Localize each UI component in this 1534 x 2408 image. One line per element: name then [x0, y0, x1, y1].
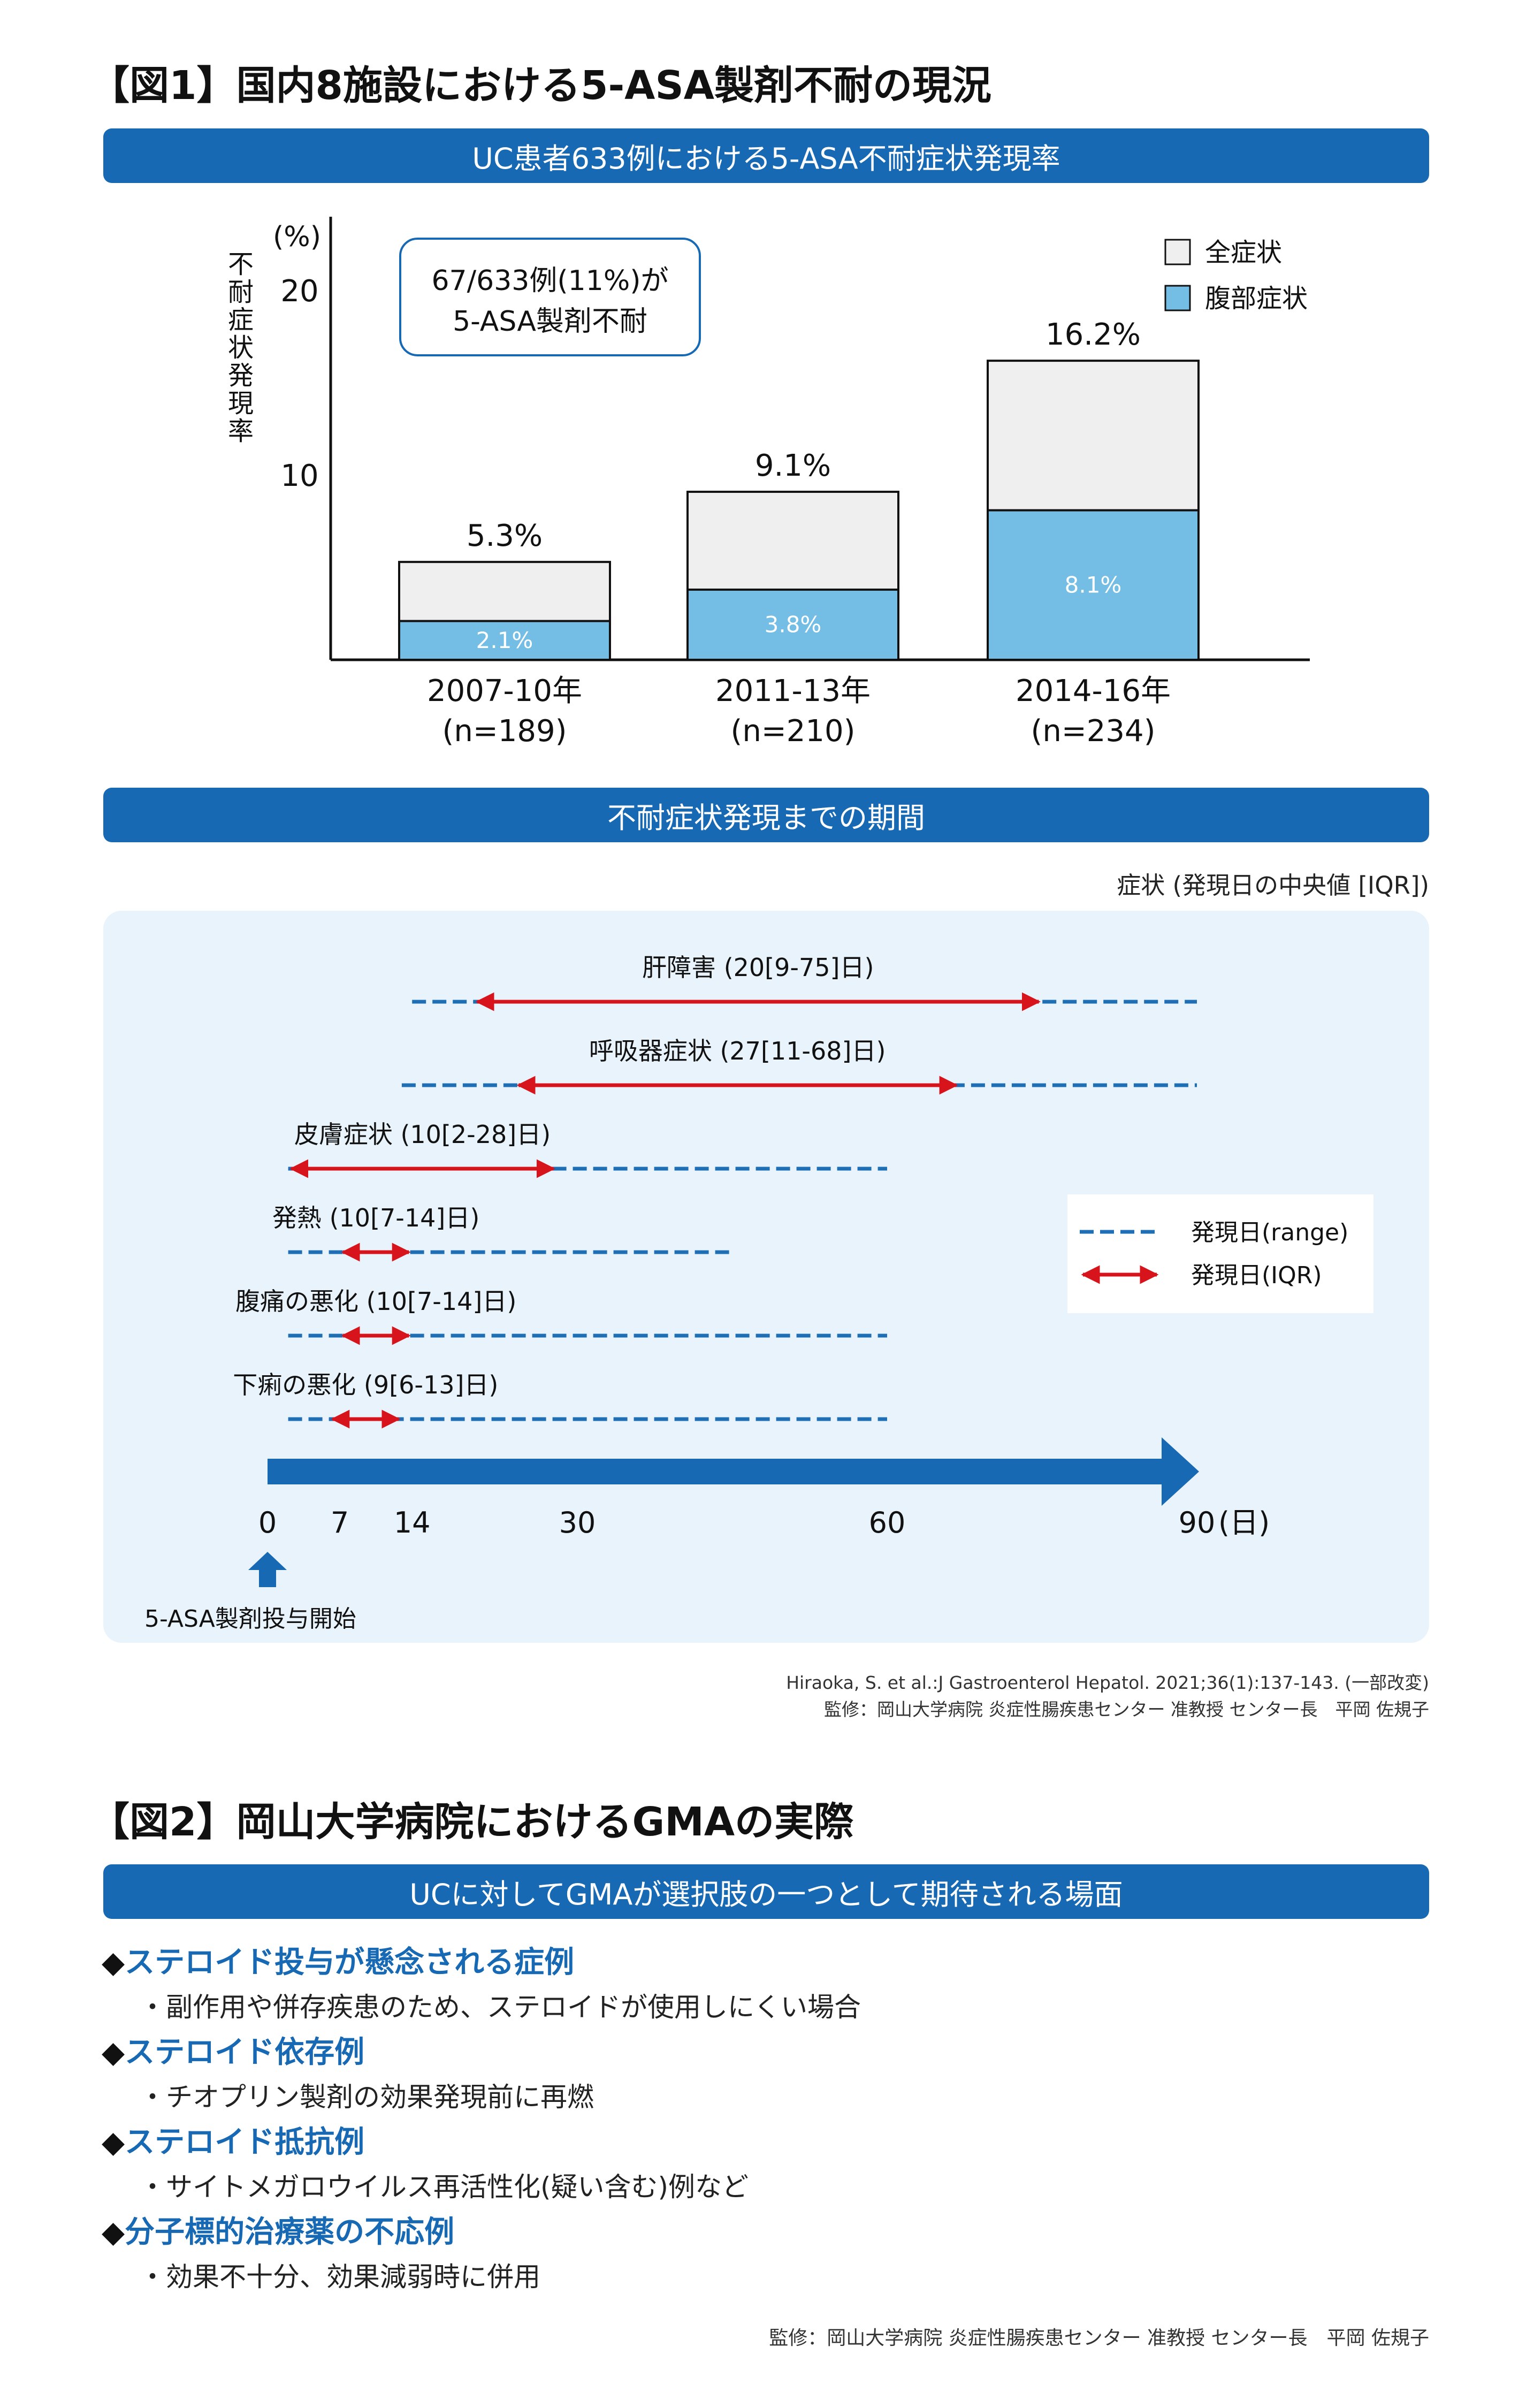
x-tick-label: 0: [258, 1506, 277, 1540]
gma-category-item: ◆分子標的治療薬の不応例 ・効果不十分、効果減弱時に併用: [102, 2208, 861, 2298]
time-axis-arrowhead: [1162, 1437, 1199, 1506]
diamond-icon: ◆: [102, 2035, 125, 2070]
legend-swatch-total: [1164, 239, 1191, 265]
legend-label-abdominal: 腹部症状: [1205, 284, 1308, 314]
x-tick-label: 7: [331, 1506, 349, 1540]
figure2-title: 【図2】岡山大学病院におけるGMAの実際: [90, 1799, 854, 1845]
symptom-label: 肝障害 (20[9-75]日): [642, 953, 874, 982]
category-description: ・副作用や併存疾患のため、ステロイドが使用しにくい場合: [139, 1992, 861, 2023]
bar-chart: (%) 10 20 不耐症状発現率 5.3% 2.1% 2007-10年 (n=189) 9.1…: [223, 217, 1310, 749]
category-description: ・チオプリン製剤の効果発現前に再燃: [139, 2082, 594, 2113]
legend-box: [1067, 1194, 1373, 1313]
x-tick-label: 60: [869, 1506, 906, 1540]
period-chart-banner: 不耐症状発現までの期間: [103, 788, 1429, 842]
x-tick-label: 14: [394, 1506, 431, 1540]
x-tick-label: 90: [1179, 1506, 1216, 1540]
category-label: 2011-13年: [715, 674, 871, 708]
bar-abdominal-label: 8.1%: [1065, 571, 1122, 598]
annotation-text: 67/633例(11%)が: [431, 265, 668, 297]
start-up-arrow-icon: [248, 1552, 287, 1587]
category-heading: ◆分子標的治療薬の不応例: [102, 2215, 455, 2250]
bar-total-label: 16.2%: [1045, 317, 1141, 352]
x-unit-label: (日): [1218, 1506, 1270, 1540]
time-axis-bar: [268, 1459, 1165, 1484]
y-tick-label: 20: [280, 274, 318, 309]
annotation-text: 5-ASA製剤不耐: [453, 306, 647, 338]
bar-chart-banner: UC患者633例における5-ASA不耐症状発現率: [103, 128, 1429, 183]
bar-total-label: 5.3%: [467, 519, 543, 553]
symptom-label: 呼吸器症状 (27[11-68]日): [589, 1037, 886, 1065]
x-tick-label: 30: [559, 1506, 596, 1540]
gma-category-item: ◆ステロイド依存例 ・チオプリン製剤の効果発現前に再燃: [102, 2028, 861, 2118]
symptom-label: 皮膚症状 (10[2-28]日): [294, 1120, 551, 1149]
annotation-box: [399, 238, 701, 356]
bar-abdominal-label: 2.1%: [476, 627, 533, 653]
legend-iqr-label: 発現日(IQR): [1191, 1262, 1322, 1289]
symptom-label: 発熱 (10[7-14]日): [272, 1203, 479, 1232]
symptom-label: 下痢の悪化 (9[6-13]日): [233, 1370, 498, 1399]
bar-abdominal: [686, 588, 899, 661]
gma-supervisor: 監修：岡山大学病院 炎症性腸疾患センター 准教授 センター長 平岡 佐規子: [769, 2327, 1429, 2349]
bar-abdominal: [987, 509, 1200, 661]
period-chart: 肝障害 (20[9-75]日) 呼吸器症状 (27[11-68]日) 皮膚症状 (1…: [144, 953, 1373, 1633]
bar-abdominal: [398, 620, 611, 661]
category-label: 2007-10年: [427, 674, 582, 708]
legend-swatch-abdominal: [1164, 285, 1191, 311]
category-description: ・効果不十分、効果減弱時に併用: [139, 2261, 540, 2292]
category-n-label: (n=234): [1031, 714, 1156, 749]
citation-reference: Hiraoka, S. et al.:J Gastroenterol Hepat…: [786, 1672, 1429, 1693]
category-n-label: (n=189): [442, 714, 567, 749]
diamond-icon: ◆: [102, 2215, 125, 2250]
y-tick-label: 10: [280, 459, 318, 493]
bar-abdominal-label: 3.8%: [765, 611, 822, 637]
category-heading: ◆ステロイド投与が懸念される症例: [102, 1945, 575, 1980]
gma-category-list: ◆ステロイド投与が懸念される症例 ・副作用や併存疾患のため、ステロイドが使用しに…: [102, 1938, 861, 2298]
category-n-label: (n=210): [731, 714, 856, 749]
y-axis-label: 不耐症状発現率: [223, 250, 253, 445]
category-description: ・サイトメガロウイルス再活性化(疑い含む)例など: [139, 2171, 749, 2203]
start-label: 5-ASA製剤投与開始: [144, 1605, 356, 1633]
gma-category-item: ◆ステロイド投与が懸念される症例 ・副作用や併存疾患のため、ステロイドが使用しに…: [102, 1938, 861, 2028]
figure1-title: 【図1】国内8施設における5-ASA製剤不耐の現況: [90, 63, 992, 109]
category-heading: ◆ステロイド依存例: [102, 2035, 365, 2070]
diamond-icon: ◆: [102, 1945, 125, 1980]
legend-range-label: 発現日(range): [1191, 1219, 1348, 1246]
period-chart-header: 症状 (発現日の中央値 [IQR]): [1117, 871, 1429, 900]
category-heading: ◆ステロイド抵抗例: [102, 2125, 365, 2160]
bar-total-label: 9.1%: [755, 448, 831, 483]
diamond-icon: ◆: [102, 2125, 125, 2160]
gma-category-item: ◆ステロイド抵抗例 ・サイトメガロウイルス再活性化(疑い含む)例など: [102, 2118, 861, 2208]
symptom-label: 腹痛の悪化 (10[7-14]日): [235, 1287, 516, 1316]
y-unit-label: (%): [273, 221, 321, 253]
category-label: 2014-16年: [1016, 674, 1171, 708]
gma-banner: UCに対してGMAが選択肢の一つとして期待される場面: [103, 1864, 1429, 1919]
legend-label-total: 全症状: [1205, 238, 1282, 268]
citation-supervisor: 監修：岡山大学病院 炎症性腸疾患センター 准教授 センター長 平岡 佐規子: [824, 1699, 1429, 1720]
